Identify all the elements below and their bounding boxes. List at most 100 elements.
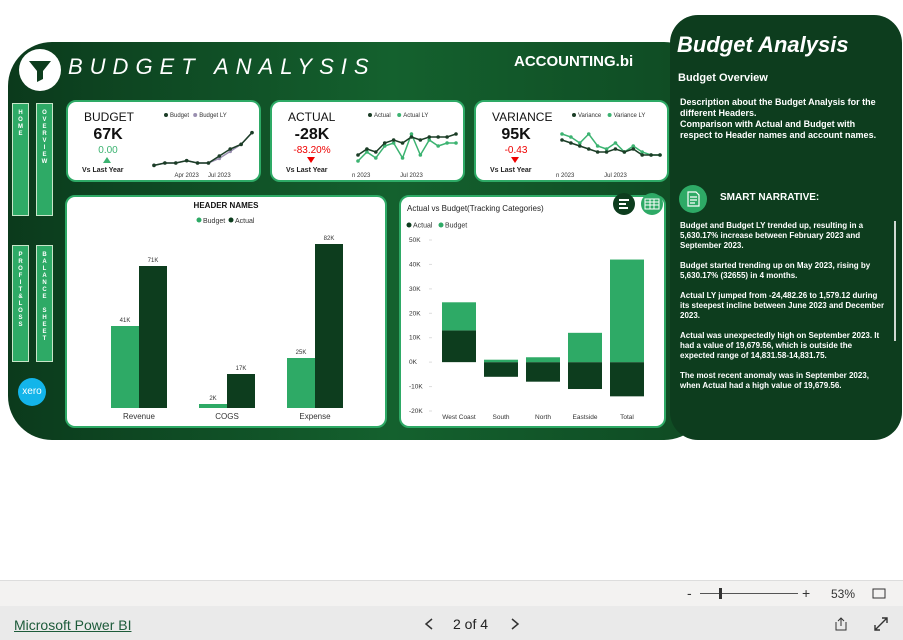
sparkline-point xyxy=(391,138,396,142)
x-tick-label: Expense xyxy=(299,412,331,421)
kpi-arrow xyxy=(103,157,111,163)
x-tick-label: Total xyxy=(620,414,634,421)
chart-title: Actual vs Budget(Tracking Categories) xyxy=(407,204,544,213)
nav-button[interactable]: BALANCE SHEET xyxy=(36,245,53,362)
sparkline-point xyxy=(658,153,662,157)
logo-icon xyxy=(19,49,61,91)
sparkline-point xyxy=(578,144,582,148)
sparkline-point xyxy=(445,135,449,139)
sparkline-point xyxy=(250,130,254,135)
sparkline-point xyxy=(436,135,440,139)
zoom-slider[interactable] xyxy=(700,593,798,594)
sparkline-point xyxy=(400,156,405,160)
x-tick-label: Jan 2023 xyxy=(556,173,575,178)
bottom-bar: Microsoft Power BI 2 of 4 xyxy=(0,606,903,640)
sparkline-chart: Budget Budget LY Apr 2023 Jul 2023 xyxy=(152,113,254,178)
bar-segment xyxy=(610,362,644,397)
sparkline-point xyxy=(560,132,564,136)
sparkline-point xyxy=(409,132,414,136)
nav-button[interactable]: PROFIT&LOSS xyxy=(12,245,29,362)
description-line: Description about the Budget Analysis fo… xyxy=(680,97,876,118)
sparkline-chart: Actual Actual LY Jan 2023 Jul 2023 xyxy=(352,113,458,178)
bar-segment xyxy=(484,362,518,377)
report-title: BUDGET ANALYSIS xyxy=(68,54,376,79)
legend-label: Variance LY xyxy=(614,113,646,119)
panel-subtitle: Budget Overview xyxy=(678,72,768,84)
arrow xyxy=(307,157,315,163)
nav-button[interactable]: HOME xyxy=(12,103,29,216)
legend-marker xyxy=(368,113,372,117)
zoom-thumb[interactable] xyxy=(719,588,722,599)
fit-page[interactable] xyxy=(872,587,886,600)
x-tick-label: Jul 2023 xyxy=(208,173,231,178)
sparkline-chart: Variance Variance LY Jan 2023 Jul 2023 xyxy=(556,113,662,178)
sparkline-point xyxy=(560,138,564,142)
bar xyxy=(227,374,255,408)
prev-page[interactable] xyxy=(423,617,435,631)
sparkline xyxy=(357,131,456,162)
legend-marker xyxy=(607,113,612,117)
zoom-out[interactable]: - xyxy=(687,585,692,601)
sparkline-point xyxy=(631,144,636,148)
legend-label: Budget xyxy=(170,113,189,119)
sparkline-point xyxy=(604,150,609,154)
legend-label: Budget xyxy=(445,223,467,230)
legend-label: Budget LY xyxy=(199,113,227,119)
sparkline-point xyxy=(365,147,369,151)
data-label: 71K xyxy=(148,258,159,264)
sparkline-point xyxy=(454,132,458,136)
sparkline-point xyxy=(409,135,414,139)
legend-label: Actual xyxy=(374,113,391,119)
data-label: 17K xyxy=(236,366,247,372)
arrow xyxy=(511,157,519,163)
sparkline-point xyxy=(152,163,156,168)
sparkline-point xyxy=(454,141,458,145)
app-link[interactable]: Microsoft Power BI xyxy=(14,617,132,633)
x-tick-label: Jul 2023 xyxy=(604,173,627,178)
nav-button[interactable]: OVERVIEW xyxy=(36,103,53,216)
narrative-paragraph: Budget started trending up on May 2023, … xyxy=(680,261,871,280)
zoom-bar: - + 53% xyxy=(0,580,903,607)
x-tick-label: Apr 2023 xyxy=(174,173,199,178)
sparkline-point xyxy=(445,141,449,145)
legend-label: Actual LY xyxy=(403,113,428,119)
kpi-change: -0.43 xyxy=(504,145,528,156)
x-tick-label: Jan 2023 xyxy=(352,173,371,178)
sparkline-point xyxy=(613,141,618,145)
legend-marker xyxy=(196,217,202,223)
sparkline-point xyxy=(427,135,432,139)
sparkline-point xyxy=(569,141,573,145)
table-button[interactable] xyxy=(641,193,663,215)
y-tick-label: 40K xyxy=(409,261,421,268)
side-panel: Budget Analysis Budget Overview Descript… xyxy=(670,15,902,440)
bar-segment xyxy=(526,357,560,363)
sparkline-point xyxy=(604,147,609,151)
zoom-in[interactable]: + xyxy=(802,585,811,601)
y-tick-label: 10K xyxy=(409,335,421,342)
next-page[interactable] xyxy=(509,617,521,631)
y-tick-label: 30K xyxy=(409,286,421,293)
sparkline-point xyxy=(382,144,387,148)
fullscreen-button[interactable] xyxy=(873,616,889,632)
scrollbar[interactable] xyxy=(894,221,896,341)
sparkline-point xyxy=(613,147,618,151)
sparkline-point xyxy=(356,159,360,163)
narrative-title: SMART NARRATIVE: xyxy=(720,192,820,203)
sparkline xyxy=(153,132,253,167)
xero-button[interactable]: xero xyxy=(18,378,46,406)
kpi-arrow xyxy=(307,157,315,163)
legend-label: Budget xyxy=(203,218,225,225)
kpi-card: BUDGET 67K 0.00 Vs Last Year Budget Budget LY… xyxy=(66,100,261,182)
sparkline-point xyxy=(184,158,189,163)
sparkline-point xyxy=(427,138,432,142)
share-button[interactable] xyxy=(833,616,849,632)
narrative-paragraph: Actual LY jumped from -24,482.26 to 1,57… xyxy=(680,291,885,320)
sparkline-point xyxy=(400,141,405,145)
bar xyxy=(139,266,167,408)
narrative-icon xyxy=(679,185,707,213)
kpi-change: 0.00 xyxy=(98,145,118,156)
bar-segment xyxy=(484,359,518,363)
data-label: 25K xyxy=(296,350,307,356)
sparkline-point xyxy=(365,150,369,154)
sparkline-point xyxy=(382,141,387,145)
